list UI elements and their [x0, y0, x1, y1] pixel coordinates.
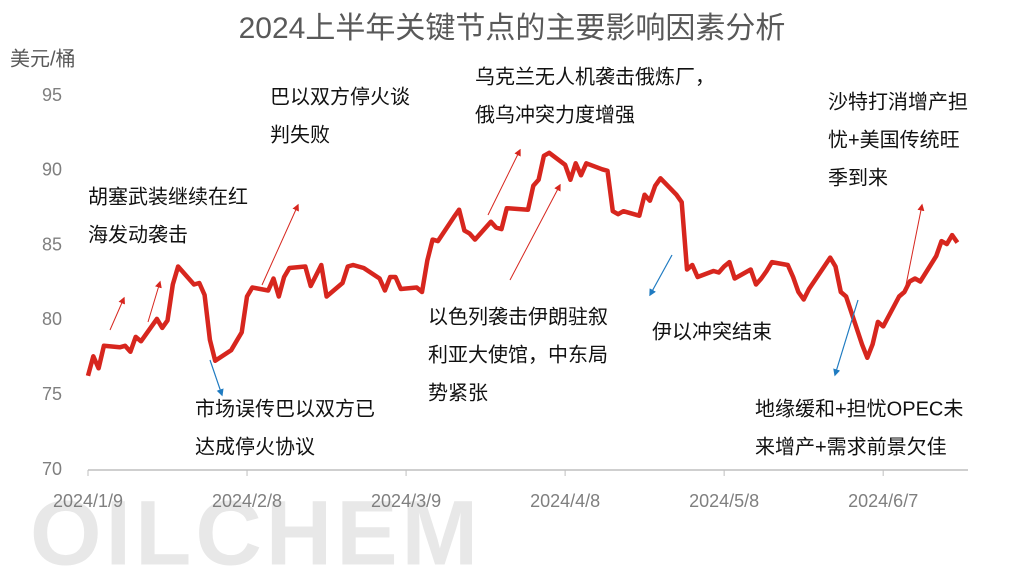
x-tick-label: 2024/2/8: [212, 491, 282, 511]
annotation: 地缘缓和+担忧OPEC未: [755, 397, 963, 420]
up-arrow: [904, 203, 925, 291]
up-arrow: [109, 296, 125, 331]
annotation: 俄乌冲突力度增强: [475, 103, 635, 126]
annotation: 势紧张: [428, 381, 488, 404]
down-arrow: [833, 299, 859, 377]
annotation: 沙特打消增产担: [828, 90, 968, 113]
annotation: 巴以双方停火谈: [270, 85, 410, 108]
down-arrow: [649, 254, 673, 297]
x-tick-label: 2024/6/7: [848, 491, 918, 511]
y-axis-unit: 美元/桶: [10, 47, 76, 70]
up-arrow: [487, 148, 521, 216]
annotation: 忧+美国传统旺: [828, 128, 960, 151]
y-tick-label: 85: [42, 234, 62, 254]
up-arrow: [261, 203, 299, 286]
x-tick-label: 2024/1/9: [53, 491, 123, 511]
x-tick-label: 2024/5/8: [689, 491, 759, 511]
annotation: 乌克兰无人机袭击俄炼厂，: [475, 65, 715, 88]
annotation: 伊以冲突结束: [652, 320, 772, 343]
y-tick-label: 75: [42, 384, 62, 404]
up-arrow: [509, 183, 561, 281]
y-tick-label: 70: [42, 459, 62, 479]
watermark: OILCHEM: [30, 482, 482, 584]
y-tick-label: 80: [42, 309, 62, 329]
annotation: 以色列袭击伊朗驻叙: [428, 305, 608, 328]
annotation: 来增产+需求前景欠佳: [755, 435, 947, 458]
annotation: 季到来: [828, 166, 888, 189]
annotation: 海发动袭击: [88, 223, 188, 246]
x-tick-label: 2024/3/9: [371, 491, 441, 511]
annotation: 市场误传巴以双方已: [195, 397, 375, 420]
annotation: 判失败: [270, 123, 330, 146]
down-arrow: [209, 359, 224, 397]
annotation: 利亚大使馆，中东局: [428, 343, 608, 366]
annotation: 达成停火协议: [195, 435, 315, 458]
x-tick-label: 2024/4/8: [530, 491, 600, 511]
chart-title: 2024上半年关键节点的主要影响因素分析: [239, 12, 786, 45]
price-line: [85, 150, 960, 377]
y-tick-label: 95: [42, 85, 62, 105]
up-arrow: [147, 280, 162, 323]
y-tick-label: 90: [42, 160, 62, 180]
annotation: 胡塞武装继续在红: [88, 185, 248, 208]
